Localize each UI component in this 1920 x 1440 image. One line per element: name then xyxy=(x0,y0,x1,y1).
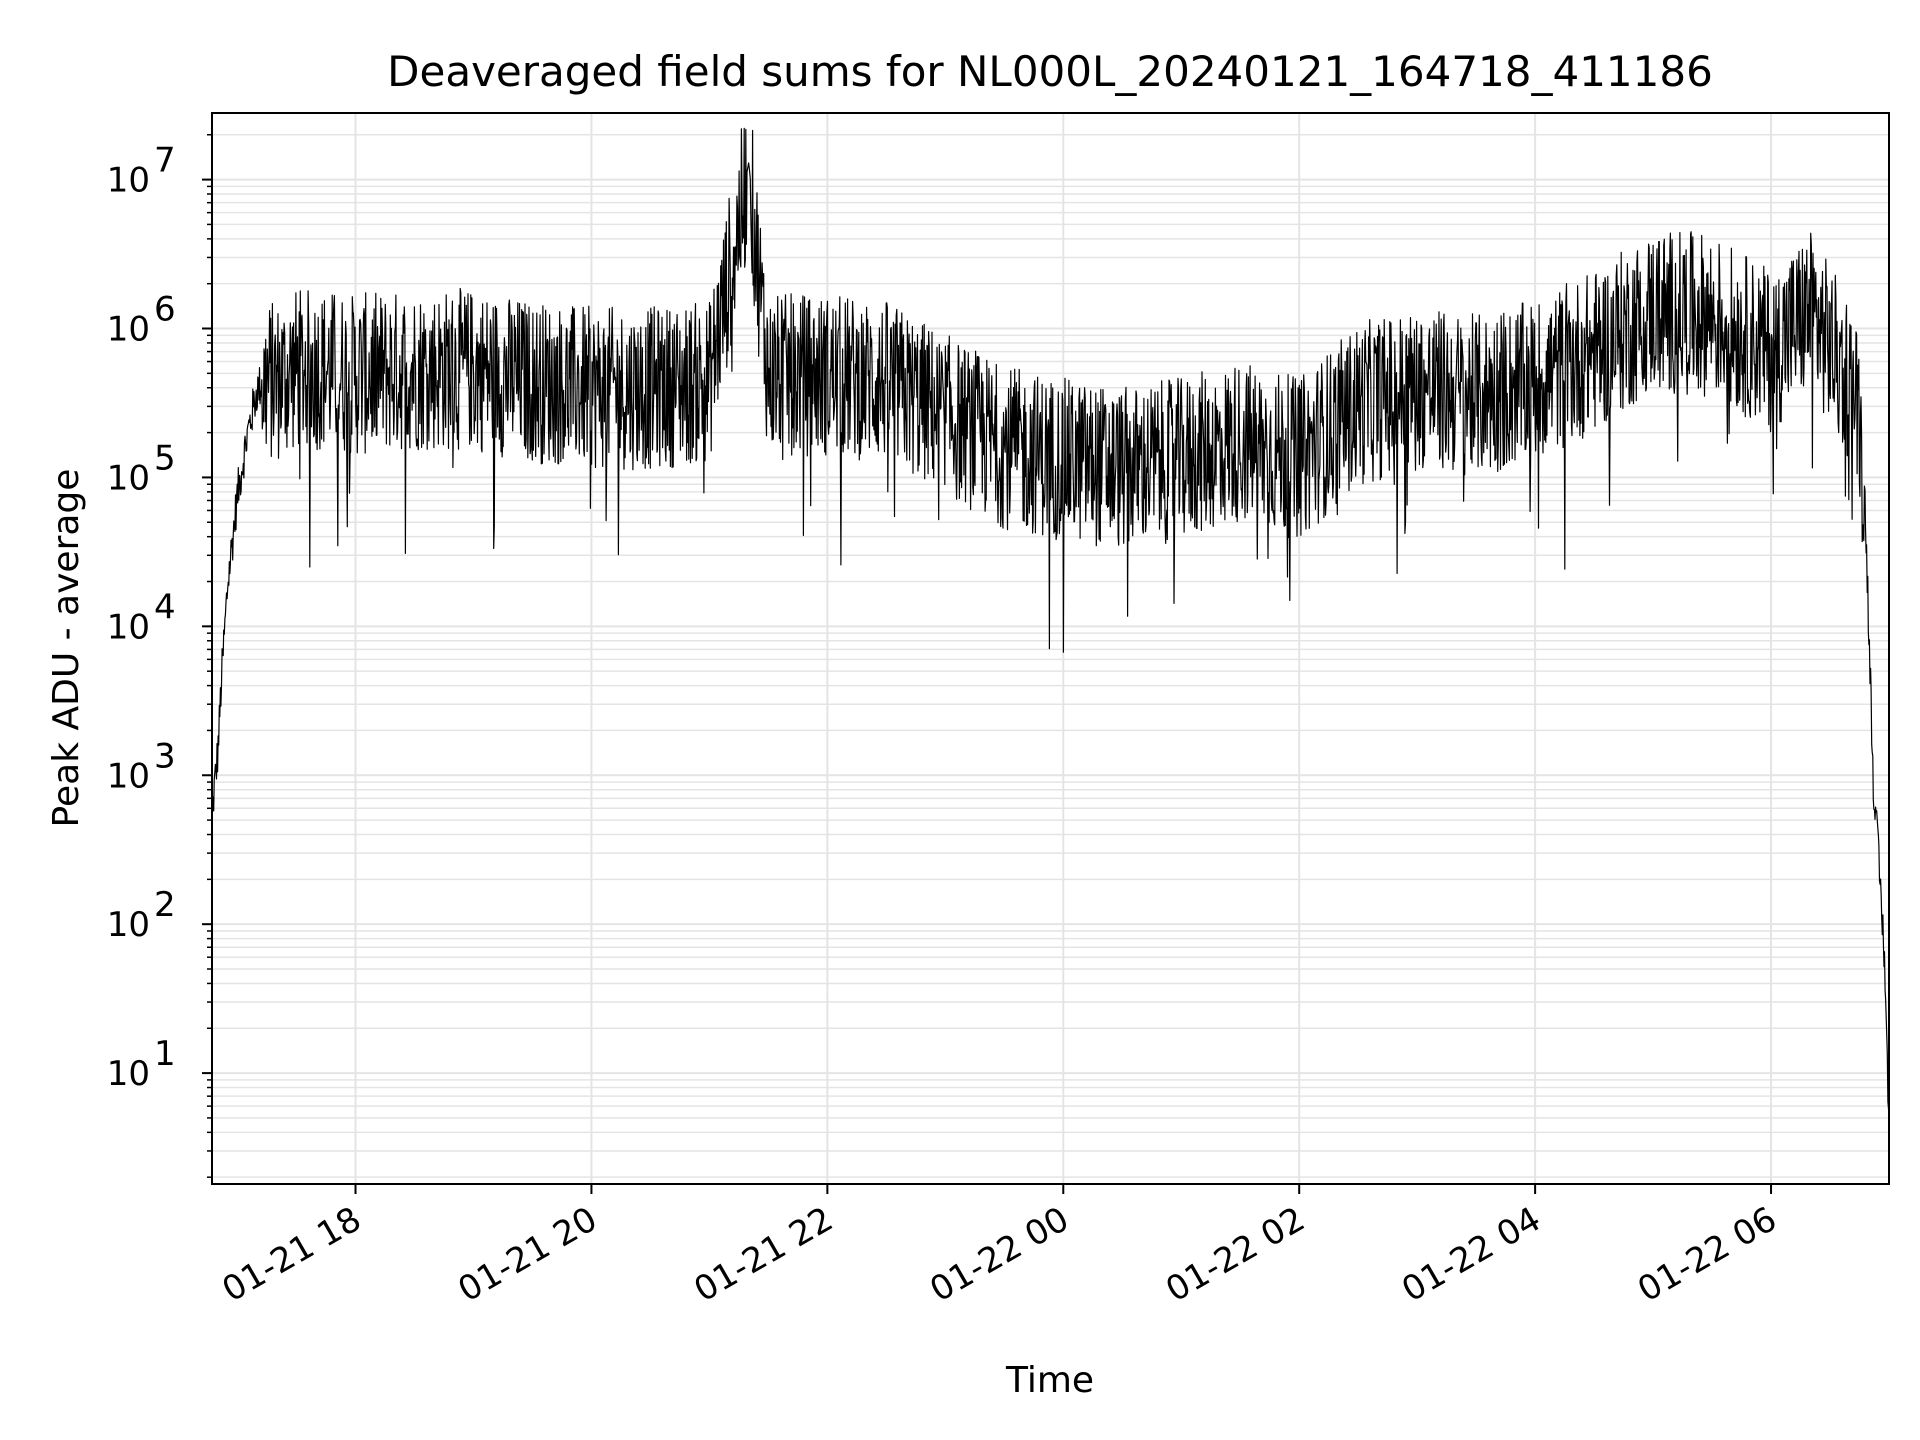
y-tick-exponent: 5 xyxy=(154,438,176,478)
y-tick-exponent: 1 xyxy=(154,1034,176,1074)
y-axis-title: Peak ADU - average xyxy=(46,469,87,828)
y-tick-exponent: 2 xyxy=(154,885,176,925)
y-tick-label: 10 xyxy=(107,1054,150,1094)
y-tick-label: 10 xyxy=(107,458,150,498)
y-tick-exponent: 6 xyxy=(154,290,176,330)
series-layer xyxy=(211,127,1890,1117)
y-tick-exponent: 4 xyxy=(154,587,176,627)
series-line xyxy=(211,127,1890,1117)
y-tick-label: 10 xyxy=(107,607,150,647)
y-tick-label: 10 xyxy=(107,310,150,350)
y-tick-label: 10 xyxy=(107,756,150,796)
y-tick-exponent: 7 xyxy=(154,141,176,181)
chart-title: Deaveraged field sums for NL000L_2024012… xyxy=(387,47,1713,96)
y-tick-label: 10 xyxy=(107,905,150,945)
y-tick-exponent: 3 xyxy=(154,736,176,776)
x-axis-title: Time xyxy=(1005,1360,1094,1401)
plot-frame xyxy=(211,112,1890,1185)
y-tick-label: 10 xyxy=(107,161,150,201)
